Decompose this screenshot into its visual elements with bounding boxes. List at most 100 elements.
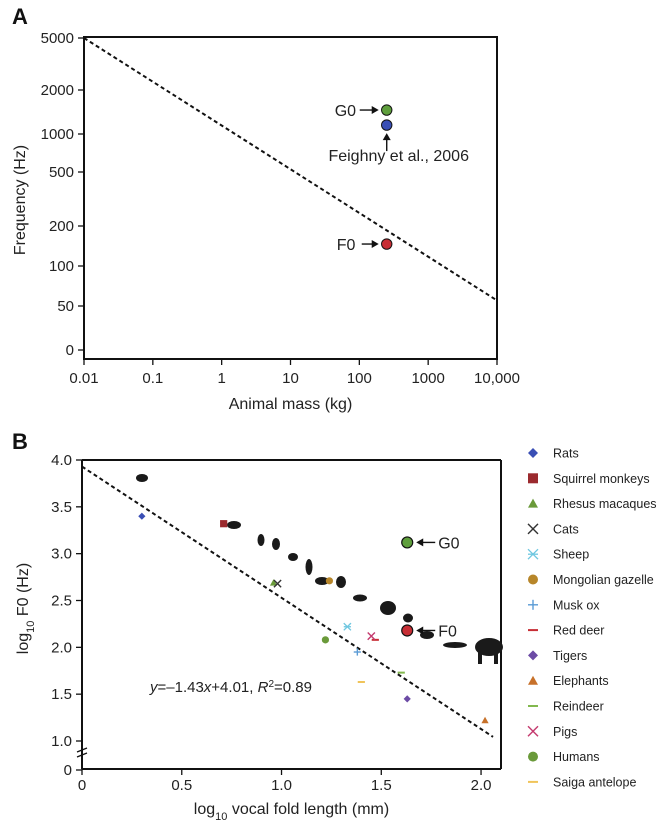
point-feighny xyxy=(381,119,393,131)
x-tick-label: 10,000 xyxy=(474,370,520,387)
arrow-feighny xyxy=(382,133,391,152)
silhouette-4 xyxy=(288,553,298,561)
y-tick-label: 0 xyxy=(64,762,72,779)
legend-label: Elephants xyxy=(553,674,609,688)
y-tick-label: 3.0 xyxy=(51,546,72,563)
y-tick-label: 500 xyxy=(49,164,74,181)
silhouette-9 xyxy=(380,601,396,615)
y-tick-label: 2.0 xyxy=(51,639,72,656)
y-tick-label: 1.0 xyxy=(51,733,72,750)
legend-label: Red deer xyxy=(553,624,604,638)
marker-pigs-stroke-b xyxy=(367,631,376,641)
label-feighny: Feighny et al., 2006 xyxy=(328,148,469,165)
x-tick-label: 0.5 xyxy=(171,777,192,794)
point-f0 xyxy=(381,238,393,250)
arrow-f0 xyxy=(416,626,436,635)
legend-marker xyxy=(528,675,538,685)
silhouette-5 xyxy=(305,559,313,575)
legend-marker xyxy=(527,523,539,535)
x-axis-title: log10 vocal fold length (mm) xyxy=(194,801,389,823)
trend-line xyxy=(83,37,498,302)
legend-label: Cats xyxy=(553,522,579,536)
legend-marker xyxy=(528,599,538,610)
label-g0: G0 xyxy=(438,535,459,552)
silhouette-10 xyxy=(403,613,413,623)
x-tick-label: 2.0 xyxy=(471,777,492,794)
marker-pigs xyxy=(367,631,376,641)
panel-letter-b: B xyxy=(12,429,28,454)
silhouette-2 xyxy=(257,534,265,546)
silhouette-12 xyxy=(443,642,467,648)
legend: Rats Squirrel monkeys Rhesus macaques Cats S… xyxy=(527,447,657,789)
y-axis-title: Frequency (Hz) xyxy=(12,145,29,255)
y-tick-label: 3.5 xyxy=(51,499,72,516)
regression-line xyxy=(81,465,494,738)
silhouette-15 xyxy=(494,650,498,664)
marker-cats xyxy=(273,579,282,588)
legend-marker-stroke-b xyxy=(527,725,539,737)
panel-b: B 0 0.5 1.0 1.5 2.0 0 1.0 1.5 2.0 2.5 3.0 3.5 4.0 log1… xyxy=(12,429,503,823)
arrow-f0-head xyxy=(416,626,424,635)
legend-marker xyxy=(528,650,538,661)
marker-mongolian-gazelle xyxy=(325,577,334,585)
panel-letter-a: A xyxy=(12,4,28,29)
x-axis-title: Animal mass (kg) xyxy=(229,396,353,413)
legend-label: Rhesus macaques xyxy=(553,497,657,511)
arrow-g0 xyxy=(416,538,436,547)
regression-equation: y=–1.43x+4.01, R2=0.89 xyxy=(149,679,312,697)
marker-cats-stroke-b xyxy=(273,579,282,588)
x-tick-label: 0 xyxy=(78,777,86,794)
x-tick-label: 1000 xyxy=(411,370,444,387)
plot-frame xyxy=(83,36,498,360)
legend-label: Humans xyxy=(553,750,600,764)
legend-marker xyxy=(528,473,538,484)
silhouette-8 xyxy=(353,594,367,602)
animal-silhouettes xyxy=(136,474,503,664)
x-tick-label: 0.01 xyxy=(69,370,98,387)
y-tick-label: 1.5 xyxy=(51,686,72,703)
silhouette-0 xyxy=(136,474,148,482)
y-tick-label: 5000 xyxy=(41,30,74,47)
silhouette-11 xyxy=(420,631,434,639)
label-g0: G0 xyxy=(335,103,356,120)
y-axis-title: log10 F0 (Hz) xyxy=(15,563,37,654)
silhouette-6 xyxy=(315,577,329,585)
arrow-g0-head xyxy=(371,106,379,115)
legend-marker xyxy=(527,725,539,737)
x-tick-label: 100 xyxy=(347,370,372,387)
label-f0: F0 xyxy=(438,623,457,640)
label-f0: F0 xyxy=(337,237,356,254)
y-tick-label: 0 xyxy=(66,342,74,359)
marker-elephants xyxy=(481,716,489,724)
silhouette-3 xyxy=(272,538,280,550)
point-g0 xyxy=(381,104,393,116)
x-tick-label: 1 xyxy=(217,370,225,387)
y-tick-label: 200 xyxy=(49,218,74,235)
legend-marker xyxy=(528,751,538,762)
y-tick-label: 1000 xyxy=(41,126,74,143)
legend-label: Saiga antelope xyxy=(553,775,636,789)
marker-rhesus-macaques xyxy=(269,579,278,586)
marker-sheep xyxy=(343,622,352,631)
arrow-f0 xyxy=(361,240,379,249)
legend-marker xyxy=(528,498,538,508)
legend-label: Tigers xyxy=(553,649,587,663)
arrow-g0-head xyxy=(416,538,424,547)
legend-marker-stroke-b xyxy=(527,523,539,535)
silhouette-7 xyxy=(336,576,346,588)
legend-label: Reindeer xyxy=(553,700,604,714)
silhouette-1 xyxy=(227,521,241,529)
legend-label: Musk ox xyxy=(553,598,600,612)
silhouette-14 xyxy=(478,650,482,664)
marker-squirrel-monkeys xyxy=(220,520,228,528)
y-tick-label: 2000 xyxy=(41,82,74,99)
x-tick-label: 0.1 xyxy=(142,370,163,387)
marker-humans xyxy=(321,636,330,644)
axis-break-b xyxy=(76,752,88,758)
y-tick-label: 2.5 xyxy=(51,593,72,610)
legend-marker xyxy=(527,548,539,560)
x-tick-label: 10 xyxy=(282,370,299,387)
legend-label: Mongolian gazelle xyxy=(553,573,654,587)
arrow-g0 xyxy=(359,106,379,115)
